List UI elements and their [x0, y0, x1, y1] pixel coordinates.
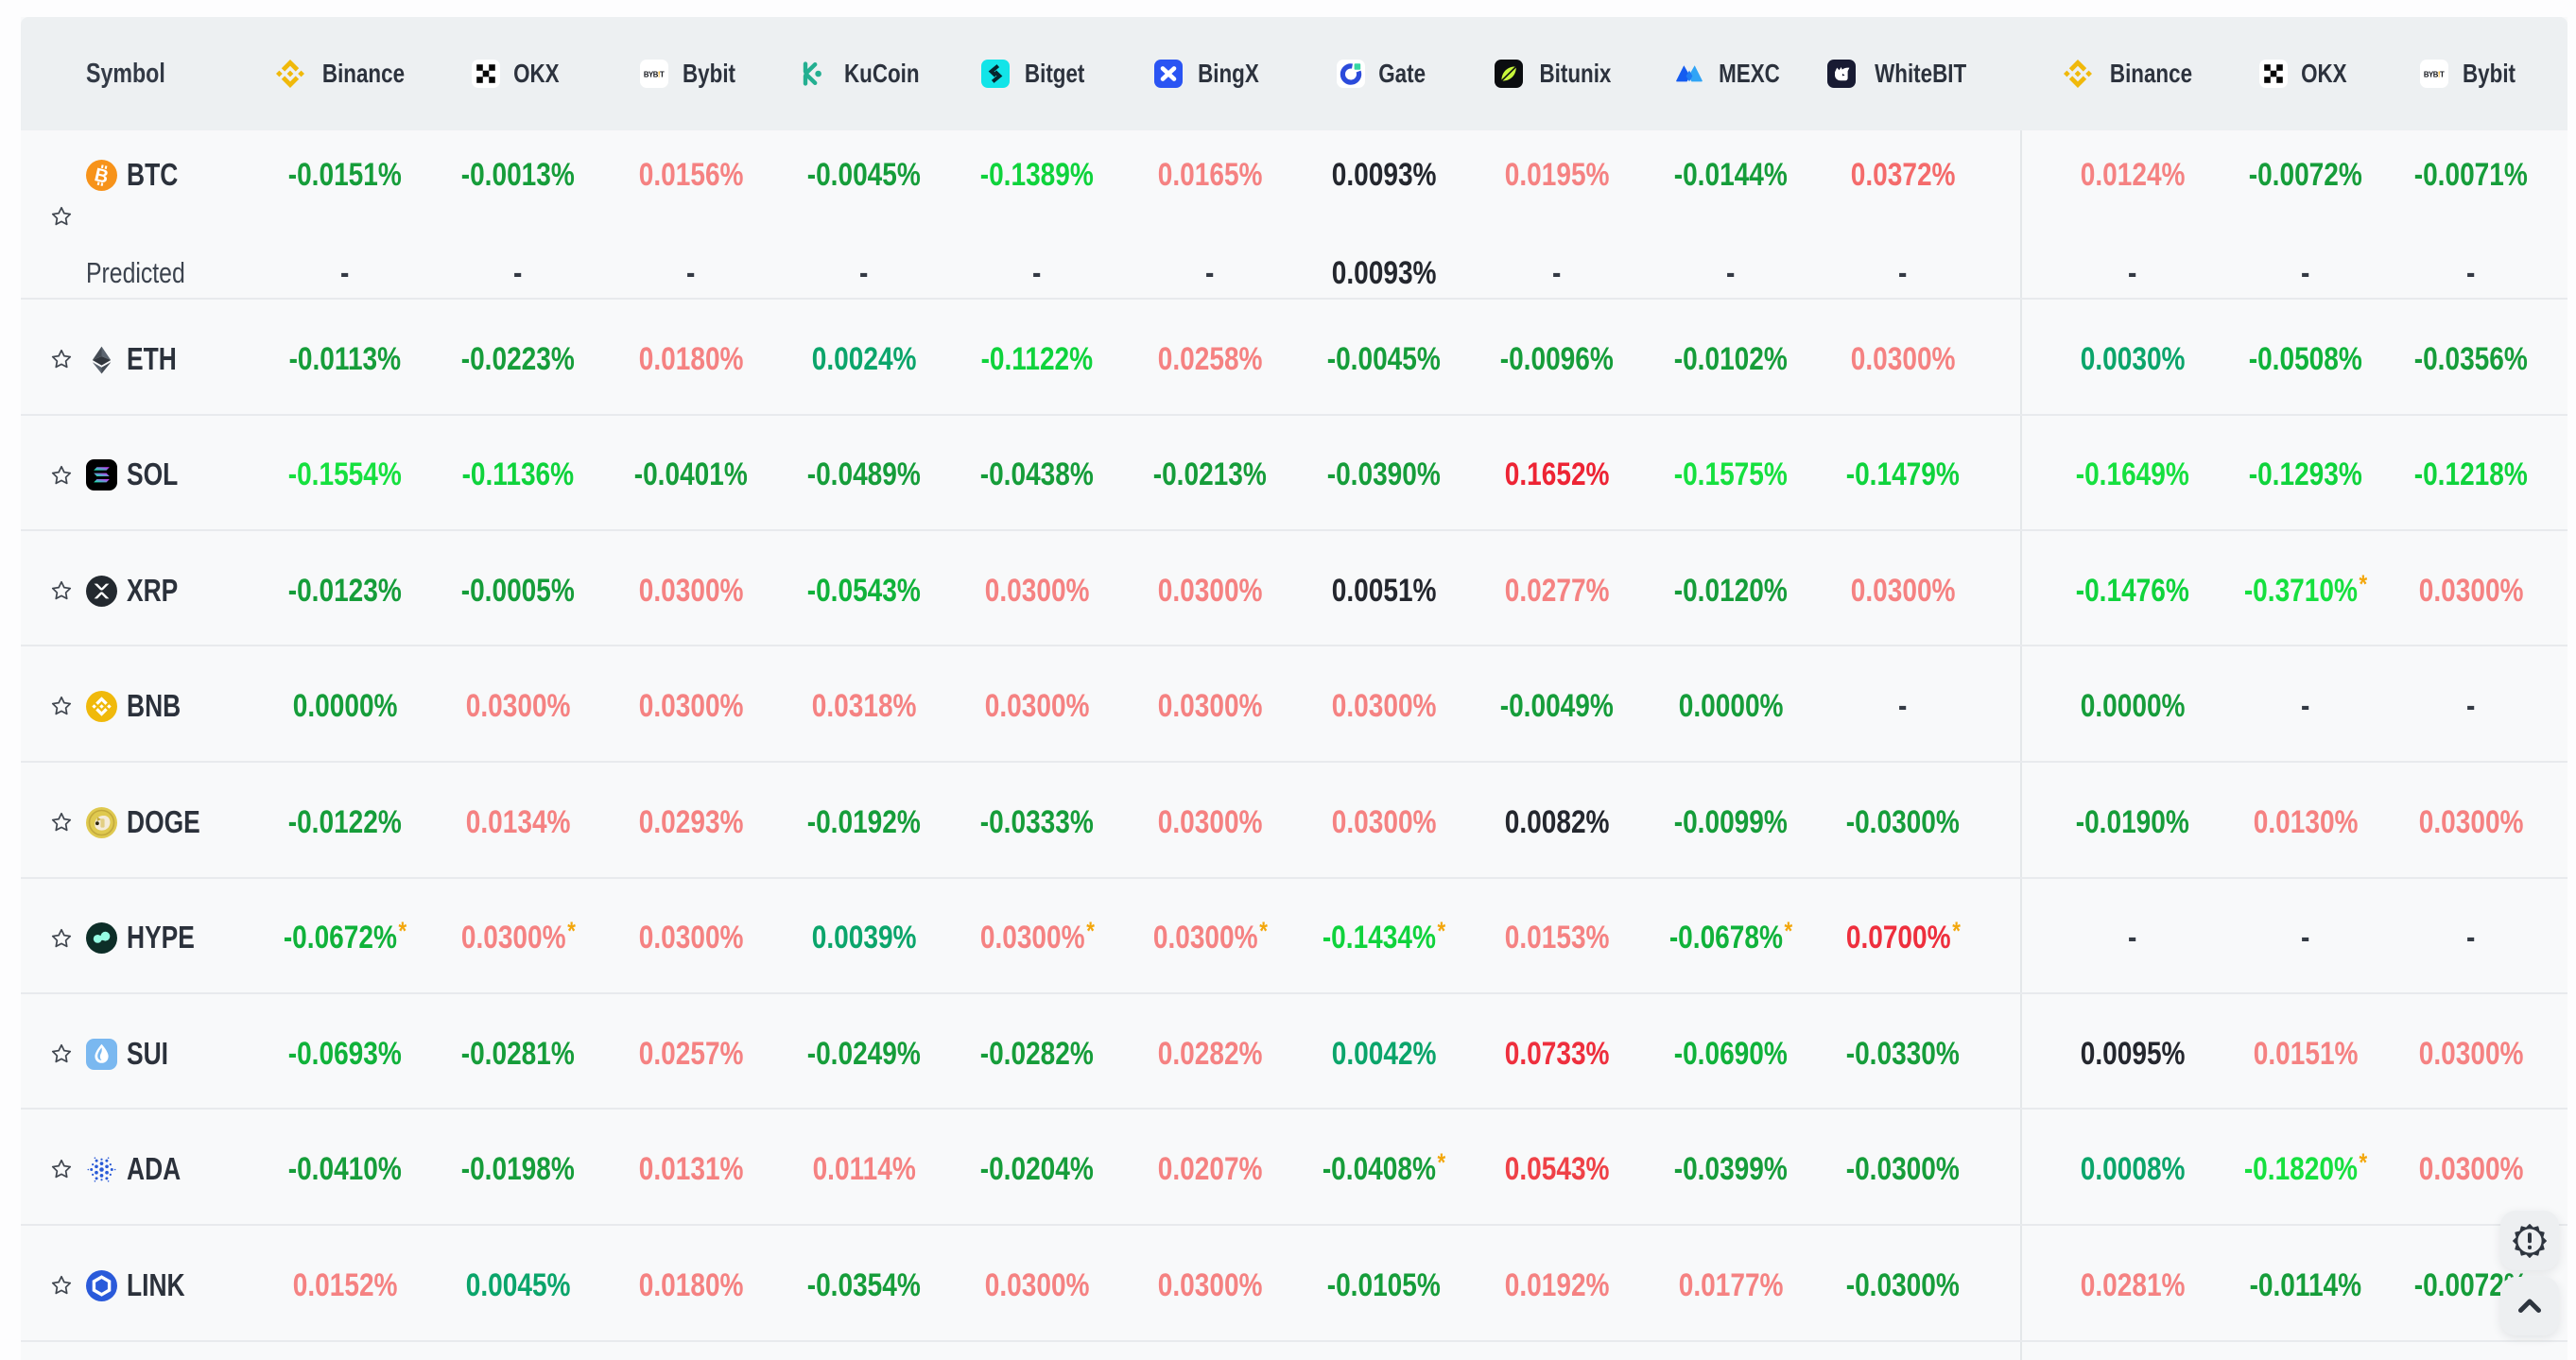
svg-text:BYB!T: BYB!T: [2424, 70, 2445, 78]
svg-text:BYB!T: BYB!T: [644, 70, 665, 78]
svg-text:B: B: [93, 164, 111, 188]
